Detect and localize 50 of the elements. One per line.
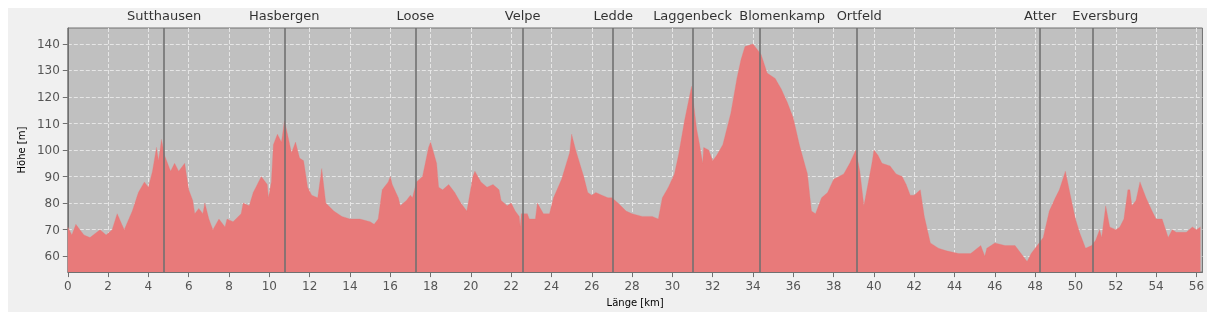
y-tick-label: 80 [44, 196, 60, 211]
x-tick-label: 50 [1067, 279, 1084, 294]
x-tick-label: 32 [705, 279, 721, 294]
x-tick-label: 34 [745, 279, 761, 294]
x-tick-label: 56 [1188, 279, 1205, 294]
x-tick-label: 0 [63, 279, 72, 294]
x-tick-label: 14 [342, 279, 358, 294]
y-tick-label: 90 [44, 169, 60, 184]
ref-line-label: Loose [396, 8, 435, 23]
y-axis-title: Höhe [m] [15, 126, 27, 174]
ref-line-label: Ortfeld [836, 8, 882, 23]
y-tick-label: 130 [36, 63, 60, 78]
ref-line-label: Blomenkamp [739, 8, 825, 23]
x-tick-label: 40 [866, 279, 882, 294]
x-tick-label: 18 [422, 279, 439, 294]
x-tick-label: 4 [144, 279, 153, 294]
x-tick-label: 10 [261, 279, 277, 294]
y-tick-label: 70 [44, 222, 60, 237]
x-tick-label: 46 [987, 279, 1003, 294]
x-tick-label: 30 [664, 279, 681, 294]
x-tick-label: 36 [785, 279, 801, 294]
x-tick-label: 16 [382, 279, 398, 294]
x-tick-label: 26 [584, 279, 600, 294]
ref-line-label: Ledde [593, 8, 633, 23]
ref-line-label: Laggenbeck [653, 8, 733, 23]
y-tick-label: 100 [36, 143, 60, 158]
x-tick-label: 6 [184, 279, 193, 294]
x-tick-label: 8 [225, 279, 233, 294]
x-tick-label: 24 [543, 279, 560, 294]
y-tick-label: 110 [36, 116, 60, 131]
y-tick-label: 60 [44, 249, 60, 264]
x-tick-label: 22 [503, 279, 519, 294]
x-tick-label: 2 [104, 279, 112, 294]
ref-line-label: Atter [1024, 8, 1057, 23]
ref-line-label: Sutthausen [127, 8, 202, 23]
y-tick-label: 120 [36, 89, 60, 104]
ref-line-label: Hasbergen [249, 8, 320, 23]
x-tick-label: 44 [946, 279, 963, 294]
x-axis-title: Länge [km] [606, 296, 664, 308]
x-tick-label: 38 [826, 279, 842, 294]
ref-line-label: Velpe [504, 8, 541, 23]
x-tick-label: 42 [906, 279, 922, 294]
x-tick-label: 52 [1108, 279, 1124, 294]
x-tick-label: 28 [624, 279, 640, 294]
x-tick-label: 12 [302, 279, 318, 294]
ref-line-label: Eversburg [1072, 8, 1139, 23]
y-tick-label: 140 [36, 36, 60, 51]
x-tick-label: 20 [463, 279, 479, 294]
x-tick-label: 54 [1148, 279, 1164, 294]
x-tick-label: 48 [1027, 279, 1043, 294]
